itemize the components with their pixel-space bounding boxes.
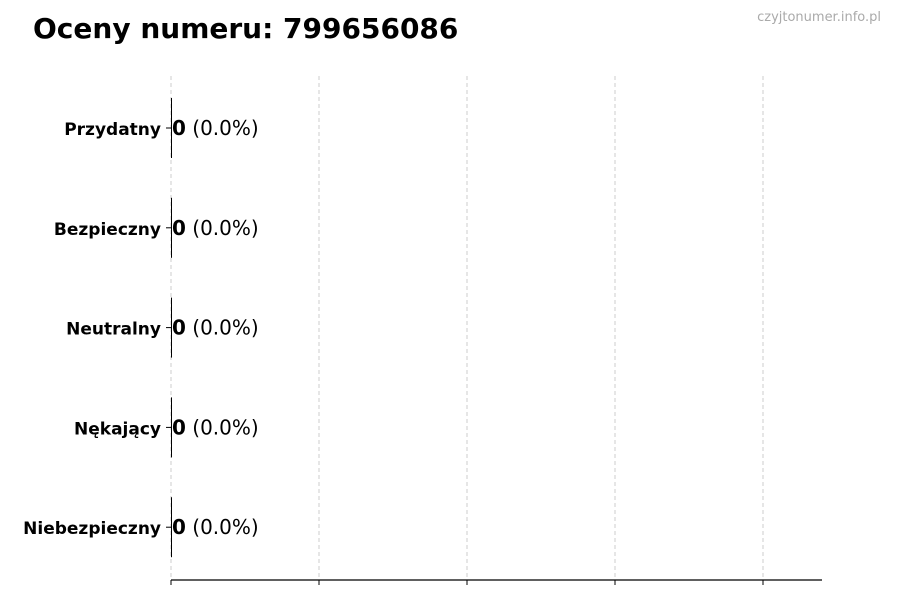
- data-label-percent: (0.0%): [186, 316, 259, 340]
- category-label: Przydatny: [64, 120, 161, 140]
- data-label-count: 0: [172, 415, 186, 439]
- data-label-percent: (0.0%): [186, 116, 259, 140]
- bar: [171, 98, 172, 158]
- category-label: Niebezpieczny: [23, 519, 161, 539]
- data-label-percent: (0.0%): [186, 415, 259, 439]
- chart-title: Oceny numeru: 799656086: [33, 12, 459, 45]
- category-label: Nękający: [74, 419, 161, 439]
- data-label: 0 (0.0%): [172, 415, 259, 439]
- data-label-count: 0: [172, 116, 186, 140]
- data-label-count: 0: [172, 216, 186, 240]
- category-label: Bezpieczny: [54, 220, 161, 240]
- data-label: 0 (0.0%): [172, 216, 259, 240]
- data-label: 0 (0.0%): [172, 116, 259, 140]
- watermark: czyjtonumer.info.pl: [757, 10, 881, 25]
- data-label: 0 (0.0%): [172, 515, 259, 539]
- data-label-percent: (0.0%): [186, 515, 259, 539]
- data-label-count: 0: [172, 515, 186, 539]
- data-label: 0 (0.0%): [172, 316, 259, 340]
- category-label: Neutralny: [66, 320, 161, 340]
- data-label-count: 0: [172, 316, 186, 340]
- bar: [171, 397, 172, 458]
- bar: [171, 297, 172, 358]
- data-label-percent: (0.0%): [186, 216, 259, 240]
- bar: [171, 497, 172, 558]
- bar: [171, 197, 172, 258]
